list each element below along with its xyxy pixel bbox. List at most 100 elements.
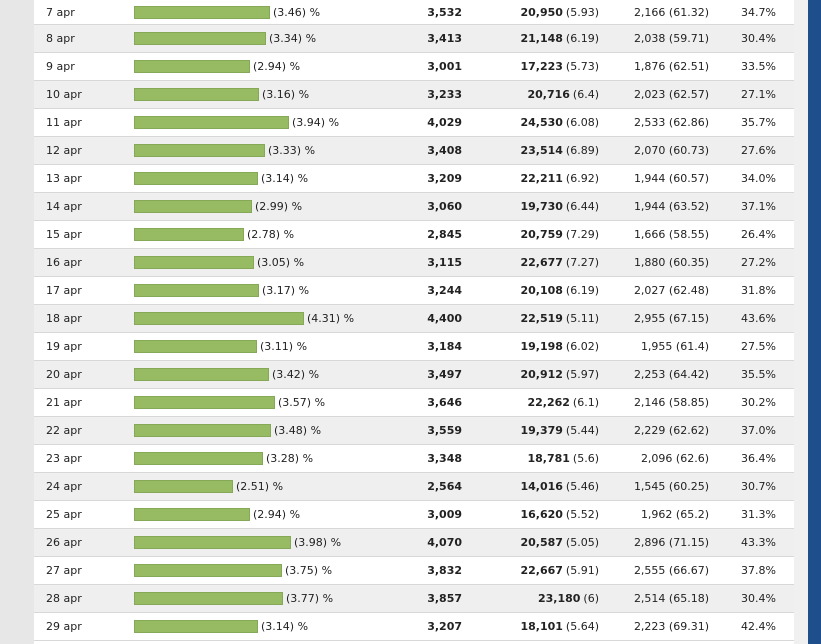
pages-per-visit: (5.73)	[565, 60, 599, 73]
bounce-rate-cell: 34.0%	[734, 165, 776, 192]
share-cell: (3.42) %	[134, 361, 319, 388]
new-visits-value: 2,514 (65.18)	[633, 592, 709, 605]
bounce-rate-cell: 35.7%	[734, 109, 776, 136]
visits-value: 3,060	[427, 200, 462, 213]
share-percent-sign: %	[293, 256, 305, 269]
share-cell: (2.78) %	[134, 221, 294, 248]
date-label: 10 apr	[46, 88, 82, 101]
pageviews-cell: 22,667 (5.91)	[489, 557, 599, 584]
bounce-rate-value: 35.5%	[741, 368, 776, 381]
pageviews-cell: 22,211 (6.92)	[489, 165, 599, 192]
pageviews-value: 18,781	[527, 452, 570, 465]
date-cell: 27 apr	[46, 557, 82, 584]
table-row: 18 apr (4.31) % 4,400 22,519 (5.11) 2,955 (67…	[34, 305, 794, 333]
bounce-rate-value: 27.1%	[741, 88, 776, 101]
table-row: 25 apr (2.94) % 3,009 16,620 (5.52) 1,962 (65…	[34, 501, 794, 529]
new-visits-cell: 1,876 (62.51)	[614, 53, 709, 80]
visits-cell: 3,207	[404, 613, 462, 640]
share-cell: (3.48) %	[134, 417, 321, 444]
date-label: 24 apr	[46, 480, 82, 493]
bounce-rate-cell: 43.3%	[734, 529, 776, 556]
date-label: 23 apr	[46, 452, 82, 465]
share-bar	[134, 5, 270, 19]
share-percent-sign: %	[305, 32, 317, 45]
bounce-rate-value: 26.4%	[741, 228, 776, 241]
share-cell: (3.33) %	[134, 137, 315, 164]
pageviews-cell: 20,716 (6.4)	[489, 81, 599, 108]
new-visits-cell: 2,070 (60.73)	[614, 137, 709, 164]
pages-per-visit: (6.19)	[565, 284, 599, 297]
visits-cell: 3,832	[404, 557, 462, 584]
bounce-rate-cell: 43.6%	[734, 305, 776, 332]
table-row: 11 apr (3.94) % 4,029 24,530 (6.08) 2,533 (62…	[34, 109, 794, 137]
visits-value: 3,497	[427, 368, 462, 381]
visits-value: 3,001	[427, 60, 462, 73]
bounce-rate-value: 37.0%	[741, 424, 776, 437]
table-row: 22 apr (3.48) % 3,559 19,379 (5.44) 2,229 (62…	[34, 417, 794, 445]
new-visits-value: 1,962 (65.2)	[640, 508, 709, 521]
share-bar	[134, 172, 258, 185]
bounce-rate-cell: 37.0%	[734, 417, 776, 444]
share-cell: (3.14) %	[134, 613, 308, 640]
bounce-rate-cell: 30.2%	[734, 389, 776, 416]
date-cell: 13 apr	[46, 165, 82, 192]
visits-value: 3,832	[427, 564, 462, 577]
visits-cell: 3,115	[404, 249, 462, 276]
share-percent-sign: %	[297, 620, 309, 633]
new-visits-cell: 2,229 (62.62)	[614, 417, 709, 444]
share-value: (3.33)	[268, 144, 302, 157]
visits-value: 3,857	[427, 592, 462, 605]
share-bar	[134, 508, 250, 521]
table-row: 8 apr (3.34) % 3,413 21,148 (6.19) 2,038 (59.…	[34, 25, 794, 53]
bounce-rate-cell: 35.5%	[734, 361, 776, 388]
share-cell: (2.94) %	[134, 501, 300, 528]
share-cell: (3.17) %	[134, 277, 309, 304]
visits-value: 3,207	[427, 620, 462, 633]
date-label: 12 apr	[46, 144, 82, 157]
new-visits-value: 2,070 (60.73)	[633, 144, 709, 157]
visits-value: 4,070	[427, 536, 462, 549]
pageviews-value: 23,514	[520, 144, 563, 157]
pageviews-value: 22,667	[520, 564, 563, 577]
pageviews-value: 20,587	[520, 536, 563, 549]
table-row: 19 apr (3.11) % 3,184 19,198 (6.02) 1,955 (61…	[34, 333, 794, 361]
new-visits-value: 2,955 (67.15)	[633, 312, 709, 325]
table-row: 13 apr (3.14) % 3,209 22,211 (6.92) 1,944 (60…	[34, 165, 794, 193]
share-percent-sign: %	[321, 564, 333, 577]
share-value: (2.99)	[255, 200, 289, 213]
date-cell: 18 apr	[46, 305, 82, 332]
visits-value: 3,413	[427, 32, 462, 45]
share-bar	[134, 480, 233, 493]
date-label: 15 apr	[46, 228, 82, 241]
new-visits-value: 1,876 (62.51)	[633, 60, 709, 73]
visits-cell: 3,233	[404, 81, 462, 108]
share-bar	[134, 592, 283, 605]
pages-per-visit: (6.08)	[565, 116, 599, 129]
new-visits-value: 2,146 (58.85)	[633, 396, 709, 409]
share-value: (3.14)	[261, 172, 295, 185]
visits-cell: 3,209	[404, 165, 462, 192]
pageviews-value: 24,530	[520, 116, 563, 129]
share-percent-sign: %	[330, 536, 342, 549]
date-label: 9 apr	[46, 60, 75, 73]
table-row: 21 apr (3.57) % 3,646 22,262 (6.1) 2,146 (58.…	[34, 389, 794, 417]
pages-per-visit: (5.64)	[565, 620, 599, 633]
visits-value: 3,532	[427, 5, 462, 19]
share-percent-sign: %	[298, 88, 310, 101]
new-visits-value: 2,533 (62.86)	[633, 116, 709, 129]
date-cell: 26 apr	[46, 529, 82, 556]
date-label: 18 apr	[46, 312, 82, 325]
new-visits-value: 2,229 (62.62)	[633, 424, 709, 437]
date-label: 8 apr	[46, 32, 75, 45]
side-panel-edge	[808, 0, 821, 644]
pageviews-value: 19,379	[520, 424, 563, 437]
share-percent-sign: %	[343, 312, 355, 325]
share-value: (3.11)	[260, 340, 294, 353]
share-bar	[134, 32, 266, 45]
visits-value: 3,233	[427, 88, 462, 101]
bounce-rate-cell: 31.3%	[734, 501, 776, 528]
bounce-rate-cell: 31.8%	[734, 277, 776, 304]
date-label: 27 apr	[46, 564, 82, 577]
share-percent-sign: %	[298, 284, 310, 297]
share-cell: (3.94) %	[134, 109, 339, 136]
